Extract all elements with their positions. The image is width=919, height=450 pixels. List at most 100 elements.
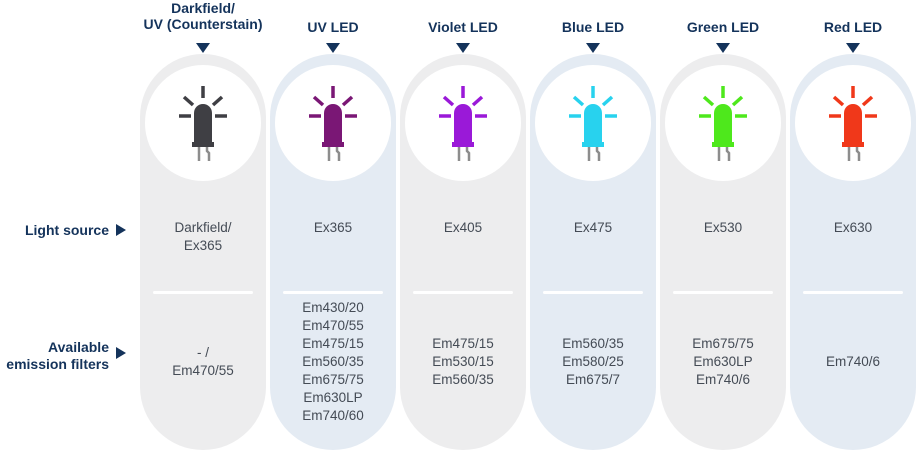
emission-filters-arrow-icon xyxy=(116,347,126,359)
light-source-value: Ex530 xyxy=(660,219,786,237)
section-divider xyxy=(283,291,383,294)
led-legs xyxy=(847,147,861,161)
emission-label-line2: emission filters xyxy=(6,355,109,372)
header-line1: UV LED xyxy=(307,19,359,35)
led-base xyxy=(192,142,214,147)
light-source-value: Darkfield/Ex365 xyxy=(140,219,266,255)
led-base xyxy=(712,142,734,147)
section-divider xyxy=(543,291,643,294)
led-bulb xyxy=(454,104,472,143)
emission-filter: Em675/75 xyxy=(692,336,754,351)
header-line1: Green LED xyxy=(686,19,760,35)
light-source-value: Ex475 xyxy=(530,219,656,237)
column-header-green: Green LED xyxy=(648,19,798,35)
emission-filters-list: Em560/35 Em580/25 Em675/7 xyxy=(530,335,656,389)
emission-filters-list: Em430/20 Em470/55 Em475/15 Em560/35 Em675/75… xyxy=(270,299,396,425)
column-header-red: Red LED xyxy=(778,19,919,35)
led-circle xyxy=(665,65,781,181)
led-legs xyxy=(197,147,211,161)
header-line1: Violet LED xyxy=(428,19,498,35)
light-source-line1: Darkfield/ xyxy=(174,220,232,235)
led-rays xyxy=(699,86,747,118)
led-rays xyxy=(829,86,877,118)
led-rays xyxy=(569,86,617,118)
led-circle xyxy=(535,65,651,181)
emission-filters-list: Em740/6 xyxy=(790,353,916,371)
led-rays xyxy=(439,86,487,118)
led-base xyxy=(582,142,604,147)
header-line1: Red LED xyxy=(823,19,883,35)
emission-filter: Em475/15 xyxy=(432,336,494,351)
led-circle xyxy=(145,65,261,181)
led-icon xyxy=(439,86,487,161)
header-line2: UV (Counterstain) xyxy=(143,16,263,32)
emission-filter: Em470/55 xyxy=(172,363,234,378)
led-rays xyxy=(309,86,357,118)
down-arrow-icon xyxy=(716,43,730,53)
led-bulb xyxy=(584,104,602,143)
light-source-line1: Ex475 xyxy=(573,220,613,235)
led-base xyxy=(842,142,864,147)
emission-filter: Em740/6 xyxy=(695,372,751,387)
led-rays xyxy=(179,86,227,118)
section-divider xyxy=(153,291,253,294)
emission-filter: Em560/35 xyxy=(302,354,364,369)
led-circle xyxy=(405,65,521,181)
led-bulb xyxy=(194,104,212,143)
emission-filter: Em475/15 xyxy=(302,336,364,351)
led-icon xyxy=(179,86,227,161)
header-line1: Darkfield/ xyxy=(171,0,235,16)
emission-filter: Em740/6 xyxy=(825,354,881,369)
down-arrow-icon xyxy=(586,43,600,53)
column-header-uv: UV LED xyxy=(258,19,408,35)
emission-filters-list: Em675/75 Em630LP Em740/6 xyxy=(660,335,786,389)
emission-filter: Em630LP xyxy=(303,390,363,405)
light-source-line1: Ex405 xyxy=(443,220,483,235)
emission-filters-list: - / Em470/55 xyxy=(140,344,266,380)
emission-filter: Em580/25 xyxy=(562,354,624,369)
led-base xyxy=(452,142,474,147)
led-legs xyxy=(327,147,341,161)
row-label-light-source: Light source xyxy=(25,222,109,239)
light-source-value: Ex405 xyxy=(400,219,526,237)
down-arrow-icon xyxy=(456,43,470,53)
row-label-emission-filters: Available emission filters xyxy=(6,339,109,372)
section-divider xyxy=(673,291,773,294)
down-arrow-icon xyxy=(326,43,340,53)
section-divider xyxy=(803,291,903,294)
light-source-line2: Ex365 xyxy=(183,238,223,253)
emission-filter: Em675/7 xyxy=(565,372,621,387)
light-source-line1: Ex365 xyxy=(313,220,353,235)
emission-filters-list: Em475/15 Em530/15 Em560/35 xyxy=(400,335,526,389)
down-arrow-icon xyxy=(196,43,210,53)
led-circle xyxy=(275,65,391,181)
emission-filter: Em430/20 xyxy=(302,300,364,315)
led-legs xyxy=(587,147,601,161)
led-legs xyxy=(457,147,471,161)
column-header-violet: Violet LED xyxy=(388,19,538,35)
led-icon xyxy=(829,86,877,161)
led-icon xyxy=(309,86,357,161)
led-base xyxy=(322,142,344,147)
emission-filter: - / xyxy=(197,345,209,360)
led-legs xyxy=(717,147,731,161)
emission-filter: Em630LP xyxy=(693,354,753,369)
led-bulb xyxy=(324,104,342,143)
emission-filter: Em470/55 xyxy=(302,318,364,333)
emission-filter: Em740/60 xyxy=(302,408,364,423)
emission-filter: Em675/75 xyxy=(302,372,364,387)
emission-filter: Em560/35 xyxy=(432,372,494,387)
column-header-darkfield: Darkfield/UV (Counterstain) xyxy=(128,0,278,32)
column-header-blue: Blue LED xyxy=(518,19,668,35)
led-icon xyxy=(569,86,617,161)
light-source-label: Light source xyxy=(24,222,109,238)
emission-filter: Em560/35 xyxy=(562,336,624,351)
down-arrow-icon xyxy=(846,43,860,53)
emission-filter: Em530/15 xyxy=(432,354,494,369)
led-bulb xyxy=(714,104,732,143)
light-source-arrow-icon xyxy=(116,224,126,236)
led-icon xyxy=(699,86,747,161)
light-source-value: Ex365 xyxy=(270,219,396,237)
light-source-line1: Ex530 xyxy=(703,220,743,235)
led-circle xyxy=(795,65,911,181)
